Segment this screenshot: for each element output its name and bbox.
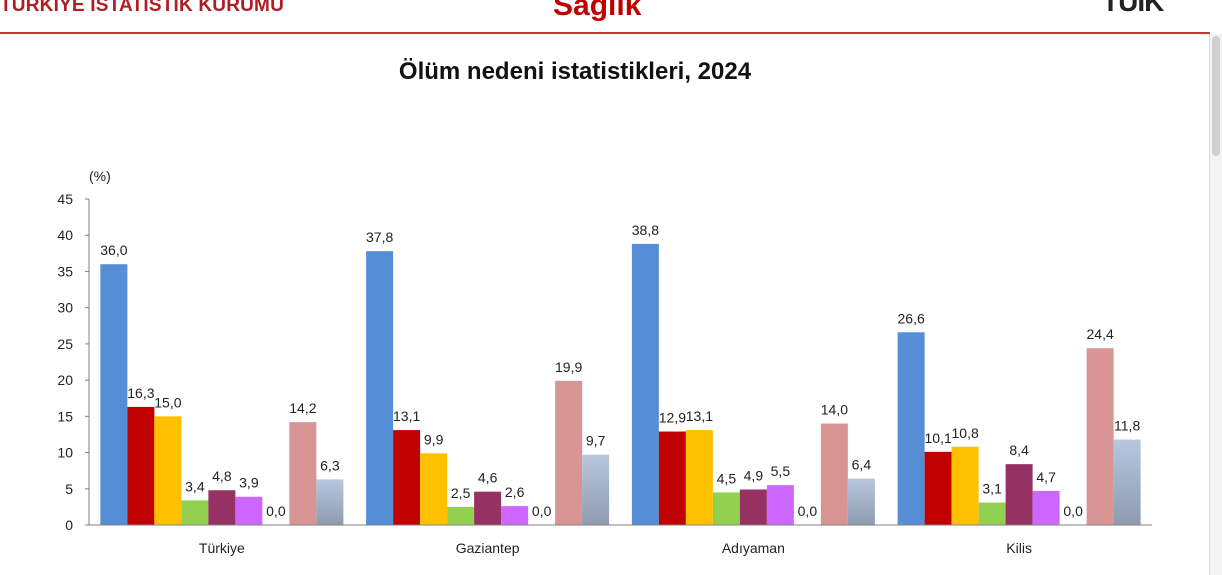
- bar: [739, 489, 767, 525]
- vertical-scrollbar[interactable]: [1209, 34, 1222, 575]
- bar: [712, 492, 740, 525]
- data-label: 0,0: [1063, 503, 1083, 519]
- bar: [289, 422, 317, 525]
- data-label: 0,0: [532, 503, 552, 519]
- data-label: 10,1: [925, 430, 952, 446]
- bar: [127, 406, 155, 525]
- y-tick-label: 45: [57, 191, 73, 207]
- data-label: 38,8: [632, 222, 659, 238]
- x-category-label: Kilis: [1006, 540, 1032, 556]
- bar: [847, 478, 875, 525]
- bar: [897, 332, 925, 525]
- bar: [208, 490, 236, 525]
- y-tick-label: 25: [57, 336, 73, 352]
- data-label: 6,3: [320, 457, 340, 473]
- data-label: 13,1: [686, 408, 713, 424]
- bar: [474, 491, 502, 525]
- data-label: 36,0: [100, 242, 127, 258]
- x-category-label: Adıyaman: [722, 540, 785, 556]
- bar: [820, 423, 848, 525]
- bar: [631, 243, 659, 525]
- y-tick-label: 15: [57, 408, 73, 424]
- bar: [1032, 490, 1060, 525]
- organization-name: TÜRKİYE İSTATİSTİK KURUMU: [0, 0, 285, 16]
- bar: [501, 506, 529, 525]
- data-label: 13,1: [393, 408, 420, 424]
- data-label: 9,7: [586, 433, 606, 449]
- y-tick-label: 20: [57, 372, 73, 388]
- data-label: 8,4: [1009, 442, 1029, 458]
- bar: [100, 264, 128, 525]
- bar: [235, 496, 263, 525]
- x-category-label: Gaziantep: [456, 540, 520, 556]
- bar: [1086, 348, 1114, 525]
- bar: [658, 431, 686, 525]
- data-label: 3,9: [239, 475, 259, 491]
- data-label: 37,8: [366, 229, 393, 245]
- bar: [582, 454, 610, 525]
- bar: [555, 380, 583, 525]
- chart-title: Ölüm nedeni istatistikleri, 2024: [398, 58, 752, 85]
- bar: [154, 416, 182, 525]
- data-label: 12,9: [659, 410, 686, 426]
- data-label: 0,0: [798, 503, 818, 519]
- bar: [393, 430, 421, 525]
- data-label: 3,4: [185, 478, 205, 494]
- data-label: 4,7: [1036, 469, 1056, 485]
- data-label: 4,8: [212, 468, 232, 484]
- bar: [366, 251, 394, 525]
- data-label: 19,9: [555, 359, 582, 375]
- data-label: 11,8: [1114, 418, 1140, 434]
- bar: [924, 451, 952, 525]
- bar: [181, 500, 209, 525]
- data-label: 14,0: [821, 402, 848, 418]
- bar: [685, 430, 713, 525]
- bar: [447, 506, 475, 525]
- bar: [978, 502, 1006, 525]
- data-label: 10,8: [952, 425, 979, 441]
- data-label: 24,4: [1087, 326, 1114, 342]
- data-label: 6,4: [852, 457, 872, 473]
- slide-header: TÜRKİYE İSTATİSTİK KURUMU Sağlık TÜİK: [0, 0, 1222, 36]
- y-tick-label: 10: [57, 445, 73, 461]
- section-title: Sağlık: [553, 0, 642, 22]
- data-label: 2,5: [451, 485, 471, 501]
- scrollbar-thumb[interactable]: [1212, 36, 1220, 156]
- bar: [1113, 439, 1141, 525]
- tuik-logo: TÜİK: [1102, 0, 1164, 17]
- data-label: 4,9: [744, 468, 764, 484]
- y-tick-label: 35: [57, 263, 73, 279]
- data-label: 14,2: [289, 400, 316, 416]
- data-label: 0,0: [266, 503, 286, 519]
- bar: [766, 485, 794, 525]
- data-label: 4,6: [478, 470, 498, 486]
- data-label: 15,0: [154, 394, 181, 410]
- bar: [316, 479, 344, 525]
- data-label: 26,6: [898, 310, 925, 326]
- x-category-label: Türkiye: [199, 540, 245, 556]
- y-tick-label: 5: [65, 481, 73, 497]
- y-tick-label: 30: [57, 300, 73, 316]
- data-label: 9,9: [424, 431, 444, 447]
- header-divider: [0, 32, 1210, 34]
- bar: [1005, 464, 1033, 525]
- data-label: 2,6: [505, 484, 525, 500]
- y-tick-label: 40: [57, 227, 73, 243]
- y-axis-label: (%): [89, 168, 111, 184]
- data-label: 4,5: [717, 470, 737, 486]
- y-tick-label: 0: [65, 517, 73, 533]
- bar: [951, 446, 979, 525]
- data-label: 16,3: [127, 385, 154, 401]
- bar: [420, 453, 448, 525]
- data-label: 3,1: [982, 481, 1002, 497]
- data-label: 5,5: [771, 463, 791, 479]
